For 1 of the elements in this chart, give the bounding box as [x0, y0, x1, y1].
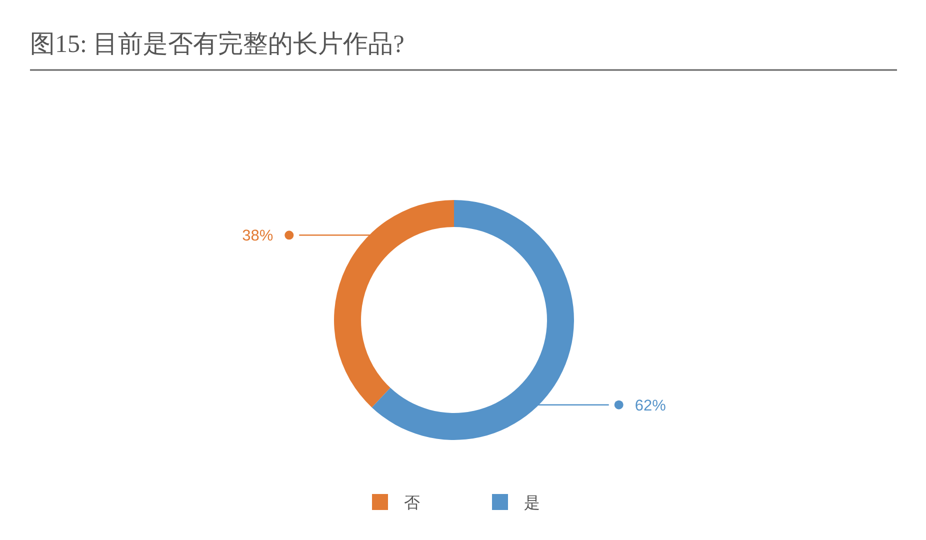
title: 图15: 目前是否有完整的长片作品?: [30, 31, 404, 58]
